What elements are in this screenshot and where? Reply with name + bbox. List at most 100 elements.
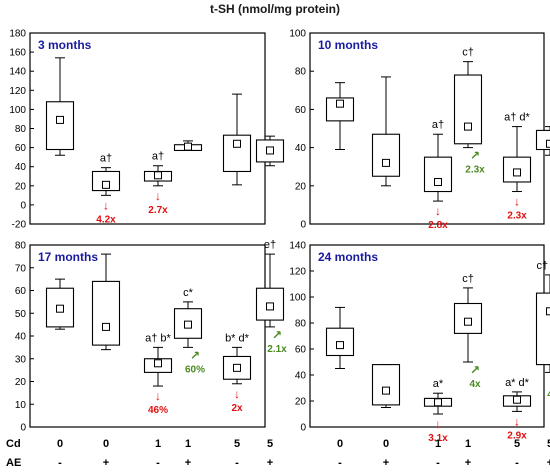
significance-label: a* d* (505, 377, 530, 389)
figure-title: t-SH (nmol/mg protein) (210, 2, 340, 16)
mean-marker (382, 386, 390, 395)
y-tick-label: 20 (295, 181, 307, 192)
mean-marker (184, 320, 192, 329)
box-group: c† ↗ 4x (453, 273, 483, 390)
table-cell: + (465, 457, 471, 469)
box-iqr (371, 364, 401, 406)
down-arrow-icon: ↓ (435, 417, 441, 431)
box-group (255, 135, 285, 167)
y-tick-label: 80 (295, 67, 307, 78)
y-tick-label: 100 (289, 29, 306, 40)
panel-3-months: 3 months -20 0 20 40 60 80 100 120 140 160 180 a† ↓ 4.… (9, 29, 285, 231)
table-cell: 0 (337, 438, 343, 450)
y-tick-label: 40 (295, 371, 307, 382)
box-group (535, 126, 550, 156)
mean-marker (546, 307, 550, 316)
box-group (45, 57, 75, 156)
mean-marker (464, 122, 472, 131)
row-label-cd: Cd (6, 438, 21, 450)
y-tick-label: 60 (295, 105, 307, 116)
mean-marker (464, 317, 472, 326)
y-tick-label: 100 (289, 293, 306, 304)
y-tick-label: 60 (15, 286, 27, 297)
mean-marker (546, 139, 550, 148)
table-cell: 0 (103, 438, 109, 450)
significance-label: e† (264, 239, 276, 251)
box-group (45, 278, 75, 330)
significance-label: a† (100, 153, 112, 165)
y-tick-label: 20 (295, 397, 307, 408)
table-cell: + (103, 457, 109, 469)
box-group (325, 82, 355, 151)
down-arrow-icon: ↓ (155, 389, 161, 403)
table-cell: 1 (185, 438, 191, 450)
box-group: c† e†↗4.1x (535, 260, 550, 400)
box-group: a* d* ↓ 2.9x (502, 377, 532, 441)
table-cell: 1 (155, 438, 161, 450)
table-cell: 1 (465, 438, 471, 450)
fold-change-label: 2.8x (428, 220, 448, 231)
y-tick-label: 30 (15, 354, 27, 365)
y-tick-label: 40 (15, 162, 27, 173)
treatment-table: Cd 0 0 1 1 5 5 0 0 1 1 5 5 AE - + - + - + - + - + - + (6, 438, 550, 469)
down-arrow-icon: ↓ (234, 387, 240, 401)
down-arrow-icon: ↓ (435, 204, 441, 218)
mean-marker (434, 398, 442, 407)
box-iqr (371, 133, 401, 177)
fold-change-label: 2.1x (267, 344, 287, 355)
box-group (325, 306, 355, 369)
table-cell: - (58, 457, 62, 469)
y-tick-label: 40 (15, 332, 27, 343)
down-arrow-icon: ↓ (514, 414, 520, 428)
fold-change-label: 4.2x (96, 214, 116, 225)
down-arrow-icon: ↓ (514, 195, 520, 209)
mean-marker (154, 171, 162, 180)
panel-title: 3 months (38, 38, 92, 52)
significance-label: a† d* (504, 112, 530, 124)
mean-marker (184, 142, 192, 151)
box-group: a† d* ↓ 2.3x (502, 112, 532, 222)
table-cell: + (383, 457, 389, 469)
panel-title: 10 months (318, 38, 378, 52)
fold-change-label: 4x (469, 379, 481, 390)
down-arrow-icon: ↓ (155, 189, 161, 203)
mean-marker (233, 363, 241, 372)
up-arrow-icon: ↗ (470, 149, 480, 163)
y-tick-label: 0 (20, 423, 26, 434)
table-cell: 5 (514, 438, 520, 450)
y-tick-label: 80 (15, 124, 27, 135)
fold-change-label: 4.1x (547, 389, 550, 400)
box-group: b* d* ↓ 2x (222, 332, 252, 414)
row-label-ae: AE (6, 457, 21, 469)
mean-marker (336, 341, 344, 350)
box-group: a† ↓ 4.2x (91, 153, 121, 225)
panel-17-months: 17 months 0 10 20 30 40 50 60 70 80 a† b* ↓ 46% c* ↗ 60… (15, 239, 287, 433)
y-tick-label: -20 (12, 220, 27, 231)
y-tick-label: 100 (9, 105, 26, 116)
box-group: a† b* ↓ 46% (143, 332, 173, 416)
box-group (371, 76, 401, 187)
significance-label: b* d* (225, 332, 250, 344)
y-tick-label: 20 (15, 377, 27, 388)
box-group (222, 93, 252, 186)
significance-label: a† (152, 151, 164, 163)
box-group (173, 140, 203, 152)
box-group: a† ↓ 2.8x (423, 119, 453, 231)
box-group: c† ↗ 2.3x (453, 47, 485, 176)
box-group: c* ↗ 60% (173, 287, 205, 375)
box-group: a† ↓ 2.7x (143, 151, 173, 216)
box-iqr (325, 97, 355, 122)
y-tick-label: 120 (9, 86, 26, 97)
significance-label: a† b* (145, 332, 171, 344)
mean-marker (266, 146, 274, 155)
fold-change-label: 2.3x (507, 211, 527, 222)
y-tick-label: 140 (9, 67, 26, 78)
mean-marker (434, 177, 442, 186)
table-cell: + (547, 457, 550, 469)
y-tick-label: 40 (295, 143, 307, 154)
table-cell: 5 (547, 438, 550, 450)
fold-change-label: 60% (185, 364, 205, 375)
mean-marker (266, 302, 274, 311)
table-cell: - (436, 457, 440, 469)
